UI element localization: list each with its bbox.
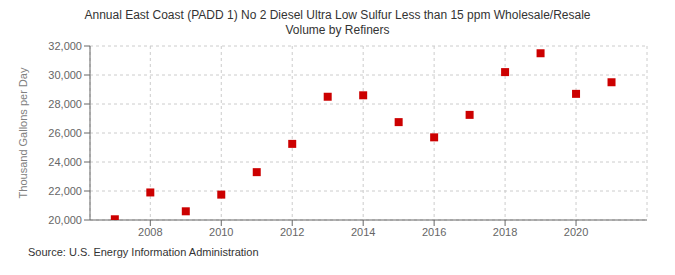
svg-text:2012: 2012 <box>280 226 304 238</box>
svg-text:24,000: 24,000 <box>48 156 82 168</box>
svg-text:2008: 2008 <box>138 226 162 238</box>
svg-text:2010: 2010 <box>209 226 233 238</box>
html-text:Volume by Refiners: Volume by Refiners <box>285 23 390 37</box>
svg-text:2014: 2014 <box>351 226 375 238</box>
html-text:Source: U.S. Energy Informatio: Source: U.S. Energy Information Administ… <box>28 246 259 258</box>
svg-text:22,000: 22,000 <box>48 185 82 197</box>
svg-text:32,000: 32,000 <box>48 40 82 52</box>
svg-text:2016: 2016 <box>422 226 446 238</box>
svg-text:28,000: 28,000 <box>48 98 82 110</box>
svg-text:20,000: 20,000 <box>48 214 82 226</box>
svg-text:Thousand Gallons per Day: Thousand Gallons per Day <box>17 67 29 198</box>
svg-text:30,000: 30,000 <box>48 69 82 81</box>
svg-text:2020: 2020 <box>564 226 588 238</box>
svg-text:26,000: 26,000 <box>48 127 82 139</box>
svg-text:2018: 2018 <box>493 226 517 238</box>
html-text:Annual East Coast (PADD 1) No: Annual East Coast (PADD 1) No 2 Diesel U… <box>84 8 591 22</box>
